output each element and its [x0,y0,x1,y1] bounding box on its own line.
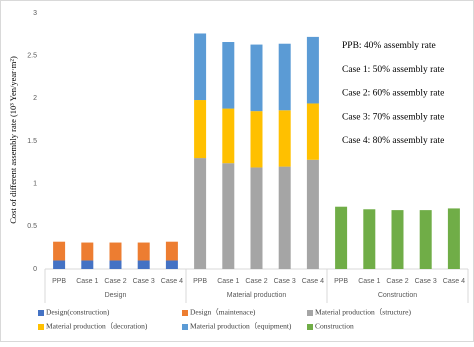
bar-segment [250,111,263,168]
bar-segment [194,158,207,269]
legend-label: Design（maintenace) [190,308,256,317]
group-label: Material production [227,292,287,299]
x-tick-label: Case 4 [302,278,324,285]
bar-segment [363,209,376,269]
x-tick-label: Case 4 [443,278,465,285]
bar-segment [81,260,94,269]
legend-label: Design(construction) [46,308,110,317]
legend-label: Material production（equipment) [190,322,292,331]
bar-segment [137,242,150,261]
bar-segment [278,166,291,269]
annotation: Case 2: 60% assembly rate [342,89,444,99]
bar-segment [194,100,207,159]
legend-swatch [182,324,188,330]
x-tick-label: Case 2 [386,278,408,285]
legend-swatch [182,310,188,316]
bar-segment [109,242,122,261]
legend-swatch [38,324,44,330]
group-label: Design [105,292,127,299]
bar-segment [81,242,94,261]
legend-label: Construction [315,322,354,331]
bar-segment [109,260,122,269]
x-tick-label: PPB [52,278,66,285]
y-tick-label: 2 [33,95,37,102]
y-tick-label: 1.5 [27,138,37,145]
y-tick-label: 2.5 [27,53,37,60]
y-tick-label: 3 [33,10,37,17]
bar-segment [250,167,263,269]
group-label: Construction [378,292,417,299]
legend-swatch [38,310,44,316]
legend-swatch [307,310,313,316]
x-tick-label: Case 3 [274,278,296,285]
annotation: Case 3: 70% assembly rate [342,112,444,122]
x-tick-label: Case 1 [217,278,239,285]
x-tick-label: Case 3 [415,278,437,285]
legend-label: Material production（structure) [315,308,412,317]
bar-segment [165,241,178,261]
y-tick-label: 0.5 [27,223,37,230]
bar-segment [250,44,263,112]
x-tick-label: Case 1 [358,278,380,285]
bar-segment [222,42,235,109]
bar-segment [306,159,319,269]
bar-segment [222,108,235,164]
bar-segment [278,110,291,167]
bar-segment [194,33,207,101]
x-tick-label: Case 1 [76,278,98,285]
bar-segment [447,208,460,269]
x-tick-label: PPB [193,278,207,285]
bar-segment [222,163,235,269]
x-tick-label: PPB [334,278,348,285]
bar-segment [165,260,178,269]
x-tick-label: Case 4 [161,278,183,285]
y-tick-label: 0 [33,266,37,273]
bar-segment [53,241,66,261]
annotation: PPB: 40% assembly rate [342,41,436,51]
bar-segment [391,210,404,269]
x-tick-label: Case 3 [133,278,155,285]
x-tick-label: Case 2 [104,278,126,285]
legend-label: Material production（decoration) [46,322,148,331]
bar-segment [306,103,319,160]
y-axis-label: Cost of different assembly rate (10³ Yen… [8,56,18,224]
x-tick-label: Case 2 [245,278,267,285]
bar-segment [278,43,291,111]
bar-segment [53,260,66,269]
bar-segment [419,210,432,269]
bar-segment [137,260,150,269]
bar-segment [335,206,348,269]
legend-swatch [307,324,313,330]
annotation: Case 1: 50% assembly rate [342,65,444,75]
bar-segment [306,36,319,104]
annotation: Case 4: 80% assembly rate [342,136,444,146]
y-tick-label: 1 [33,181,37,188]
